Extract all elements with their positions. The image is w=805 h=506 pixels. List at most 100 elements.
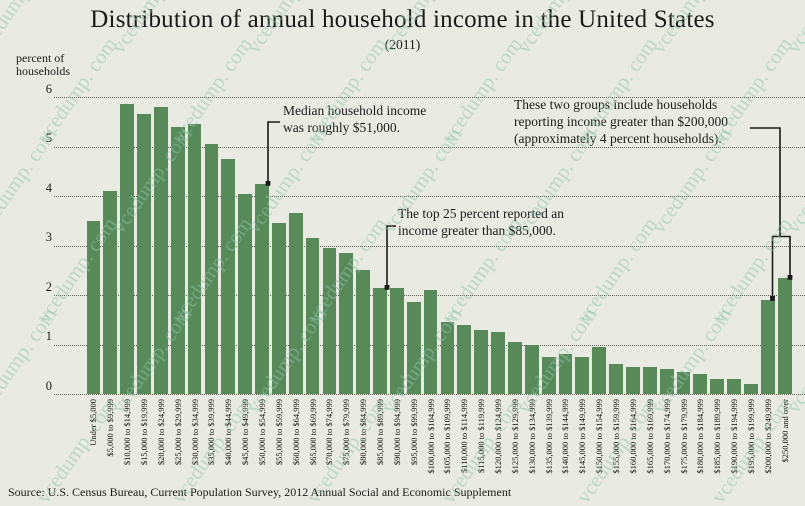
bar xyxy=(710,379,725,394)
bar xyxy=(339,252,354,394)
annotation-groups-line2: reporting income greater than $200,000 xyxy=(514,114,729,129)
annotation-top25-line2: income greater than $85,000. xyxy=(398,223,556,238)
x-axis-label: $55,000 to $59,999 xyxy=(273,399,284,466)
chart-subtitle: (2011) xyxy=(384,37,421,52)
bar xyxy=(727,379,741,394)
x-axis-label: $145,000 to $149,999 xyxy=(577,399,588,474)
bar xyxy=(693,374,708,394)
bar xyxy=(592,346,607,394)
x-axis-label: $125,000 to $129,999 xyxy=(509,399,520,474)
y-tick-label-0: 0 xyxy=(45,378,52,393)
y-tick-label-1: 1 xyxy=(45,329,52,343)
bar xyxy=(524,344,539,394)
y-axis-title: percent of households xyxy=(16,52,70,78)
x-axis-label: $10,000 to $14,999 xyxy=(122,399,133,466)
x-axis-label: $30,000 to $34,999 xyxy=(189,399,200,466)
bar xyxy=(676,371,691,394)
x-axis-label: $180,000 to $184,999 xyxy=(695,399,706,474)
bar xyxy=(103,191,118,394)
annotation-median-line1: Median household income xyxy=(283,103,427,118)
bar xyxy=(474,329,489,394)
gridline-6 xyxy=(54,97,805,98)
bar xyxy=(744,384,758,394)
x-axis-label: $165,000 to $169,999 xyxy=(644,399,655,474)
bar xyxy=(187,124,202,394)
bar xyxy=(659,369,674,394)
bar xyxy=(423,290,438,394)
x-axis-label: $90,000 to $94,999 xyxy=(391,399,402,466)
chart-title: Distribution of annual household income … xyxy=(90,6,715,33)
watermark-text: vcedump. com xyxy=(0,302,62,418)
gridline-5 xyxy=(54,146,805,148)
x-axis-label: $20,000 to $24,999 xyxy=(155,399,166,466)
annotation-groups-line1: These two groups include households xyxy=(514,97,718,112)
bar xyxy=(575,356,590,394)
bar xyxy=(120,104,135,394)
y-axis-title-line1: percent of xyxy=(16,51,65,65)
watermark-text: vcedump. com xyxy=(646,302,737,418)
annotation-groups: These two groups include households repo… xyxy=(514,96,728,147)
x-axis-label: $15,000 to $19,999 xyxy=(138,399,149,466)
bar xyxy=(356,270,371,394)
annotation-median: Median household income was roughly $51,… xyxy=(283,102,426,136)
annotation-top25: The top 25 percent reported an income gr… xyxy=(398,205,564,239)
x-axis-label: $25,000 to $29,999 xyxy=(172,399,183,466)
bar xyxy=(86,220,101,394)
bar xyxy=(137,114,151,394)
bar xyxy=(221,158,236,394)
x-axis-label: $105,000 to $109,999 xyxy=(442,399,453,474)
x-axis-label: $135,000 to $139,999 xyxy=(543,399,554,474)
x-axis-label: $130,000 to $134,999 xyxy=(526,399,537,474)
bar xyxy=(440,322,455,394)
bar xyxy=(541,356,556,394)
annotation-groups-line3: (approximately 4 percent households). xyxy=(514,131,722,146)
bar xyxy=(491,332,505,394)
x-axis-label: $35,000 to $39,999 xyxy=(206,399,217,466)
x-axis-label: $60,000 to $64,999 xyxy=(290,399,301,466)
bar xyxy=(204,144,219,394)
x-axis-label: $190,000 to $194,999 xyxy=(729,399,740,474)
x-axis-label: $175,000 to $179,999 xyxy=(678,399,689,474)
bar xyxy=(760,299,775,394)
x-axis-label: $85,000 to $89,999 xyxy=(375,399,386,466)
bar xyxy=(457,324,472,394)
bar xyxy=(558,354,573,394)
bar xyxy=(305,238,320,394)
watermark-text: vcedump. com xyxy=(571,212,662,328)
x-axis-label: $65,000 to $69,999 xyxy=(307,399,318,466)
bar xyxy=(777,277,792,394)
bar xyxy=(288,213,303,394)
bar xyxy=(389,287,404,394)
x-axis-label: $155,000 to $159,999 xyxy=(611,399,622,474)
y-tick-label-5: 5 xyxy=(45,131,52,145)
x-axis-label: $170,000 to $174,999 xyxy=(661,399,672,474)
y-tick-label-2: 2 xyxy=(45,279,52,294)
y-tick-label-6: 6 xyxy=(45,81,52,96)
y-axis-title-line2: households xyxy=(16,64,70,78)
gridline-3 xyxy=(54,245,805,247)
x-axis-label: $160,000 to $164,999 xyxy=(627,399,638,474)
x-axis-label: $150,000 to $154,999 xyxy=(594,399,605,474)
x-axis-label: $40,000 to $44,999 xyxy=(223,399,234,466)
bar xyxy=(322,247,337,394)
x-axis-label: $185,000 to $189,999 xyxy=(712,399,723,474)
x-axis-label: $140,000 to $144,999 xyxy=(560,399,571,474)
bar xyxy=(508,342,522,394)
bar xyxy=(626,366,640,394)
bar xyxy=(153,106,168,394)
x-axis-label: $95,000 to $99,999 xyxy=(408,399,419,466)
top25-connector-line xyxy=(386,225,396,285)
x-axis-label: $80,000 to $84,999 xyxy=(358,399,369,466)
x-axis-label: $75,000 to $79,999 xyxy=(341,399,352,466)
bar xyxy=(609,364,623,394)
x-axis-label: $195,000 to $199,999 xyxy=(745,399,756,474)
x-axis-label: Under $5,000 xyxy=(88,399,99,446)
bar xyxy=(170,126,185,394)
bar xyxy=(406,302,421,394)
source-credit: Source: U.S. Census Bureau, Current Popu… xyxy=(8,485,512,499)
bar xyxy=(238,193,253,394)
bar xyxy=(373,287,387,394)
x-axis-label: $70,000 to $74,999 xyxy=(324,399,335,466)
groups-connector-stem xyxy=(750,127,781,237)
